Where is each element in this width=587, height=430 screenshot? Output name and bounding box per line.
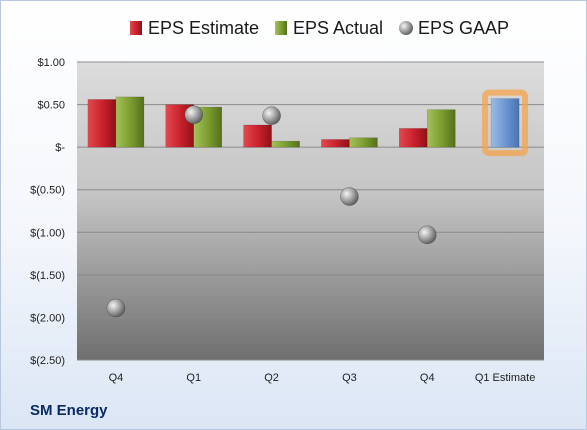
estimate-highlight bbox=[482, 89, 529, 157]
eps-estimate-bar bbox=[243, 124, 272, 148]
x-axis-ticks: Q4 Q1 Q2 Q3 Q4 Q1 Estimate bbox=[109, 372, 536, 384]
eps-estimate-bar bbox=[399, 128, 428, 148]
legend-label: EPS GAAP bbox=[418, 18, 509, 38]
eps-gaap-marker bbox=[184, 105, 204, 125]
eps-actual-bar bbox=[115, 96, 145, 148]
gridlines bbox=[77, 61, 544, 361]
x-tick-label: Q1 Estimate bbox=[475, 372, 536, 384]
bars bbox=[87, 89, 529, 157]
legend-swatch bbox=[130, 21, 142, 35]
x-tick-label: Q1 bbox=[186, 372, 201, 384]
y-tick-label: $(2.50) bbox=[30, 355, 65, 367]
eps-estimate-bar bbox=[87, 99, 117, 148]
eps-actual-bar bbox=[427, 109, 456, 148]
eps-gaap-marker bbox=[106, 298, 126, 318]
y-tick-label: $- bbox=[55, 142, 65, 154]
y-tick-label: $(0.50) bbox=[30, 185, 65, 197]
eps-gaap-marker bbox=[340, 187, 359, 206]
eps-estimate-bar bbox=[321, 139, 350, 148]
eps-gaap-marker bbox=[417, 225, 437, 245]
eps-gaap-marker bbox=[262, 106, 281, 125]
y-tick-label: $(2.00) bbox=[30, 312, 65, 324]
eps-actual-bar bbox=[271, 140, 300, 148]
y-tick-label: $(1.00) bbox=[30, 227, 65, 239]
y-tick-label: $(1.50) bbox=[30, 270, 65, 282]
legend-label: EPS Estimate bbox=[148, 18, 259, 38]
x-tick-label: Q4 bbox=[109, 372, 124, 384]
legend-label: EPS Actual bbox=[293, 18, 383, 38]
plot-area bbox=[77, 62, 544, 360]
company-name: SM Energy bbox=[30, 402, 108, 419]
x-tick-label: Q3 bbox=[342, 372, 357, 384]
legend: EPS Estimate EPS Actual EPS GAAP bbox=[130, 18, 509, 38]
y-axis-ticks: $1.00 $0.50 $- $(0.50) $(1.00) $(1.50) $(2.00)… bbox=[30, 57, 65, 367]
legend-swatch bbox=[275, 21, 287, 35]
legend-swatch bbox=[399, 21, 413, 35]
y-tick-label: $1.00 bbox=[37, 57, 65, 69]
x-tick-label: Q2 bbox=[264, 372, 279, 384]
y-tick-label: $0.50 bbox=[37, 100, 65, 112]
eps-actual-bar bbox=[349, 137, 378, 148]
q1-estimate-bar bbox=[490, 98, 520, 148]
x-tick-label: Q4 bbox=[420, 372, 435, 384]
gaap-markers bbox=[106, 105, 437, 318]
